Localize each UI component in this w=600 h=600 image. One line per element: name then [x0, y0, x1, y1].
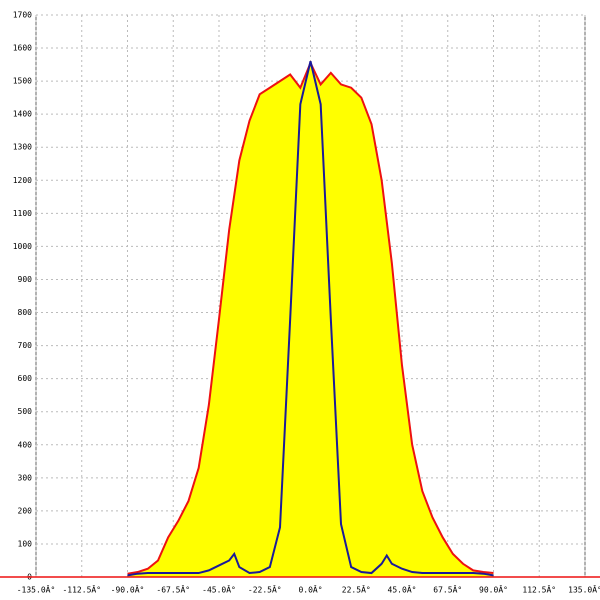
y-tick-label: 400	[18, 440, 33, 449]
y-tick-label: 1000	[13, 242, 32, 251]
x-tick-label: -45.0Â°	[202, 584, 236, 595]
x-tick-label: 0.0Â°	[298, 584, 322, 595]
x-tick-label: 67.5Â°	[433, 584, 462, 595]
y-tick-label: 500	[18, 407, 33, 416]
y-tick-label: 200	[18, 506, 33, 515]
y-tick-label: 1700	[13, 11, 32, 20]
line	[127, 61, 494, 577]
x-tick-label: -90.0Â°	[111, 584, 145, 595]
y-tick-label: 300	[18, 473, 33, 482]
x-tick-label: 135.0Â°	[568, 584, 600, 595]
x-tick-label: -67.5Â°	[156, 584, 190, 595]
y-tick-label: 800	[18, 308, 33, 317]
area	[127, 62, 494, 577]
x-tick-label: 112.5Â°	[522, 584, 556, 595]
x-tick-label: -135.0Â°	[17, 584, 56, 595]
y-tick-label: 1600	[13, 44, 32, 53]
y-tick-label: 1200	[13, 176, 32, 185]
x-tick-label: 22.5Â°	[342, 584, 371, 595]
y-tick-label: 1400	[13, 110, 32, 119]
y-tick-label: 1300	[13, 143, 32, 152]
x-tick-label: -22.5Â°	[248, 584, 282, 595]
x-tick-label: 45.0Â°	[388, 584, 417, 595]
y-tick-label: 600	[18, 374, 33, 383]
y-tick-label: 100	[18, 539, 33, 548]
y-tick-label: 900	[18, 275, 33, 284]
y-tick-label: 1500	[13, 77, 32, 86]
x-tick-label: -112.5Â°	[62, 584, 101, 595]
y-tick-label: 1100	[13, 209, 32, 218]
x-tick-label: 90.0Â°	[479, 584, 508, 595]
y-tick-label: 700	[18, 341, 33, 350]
